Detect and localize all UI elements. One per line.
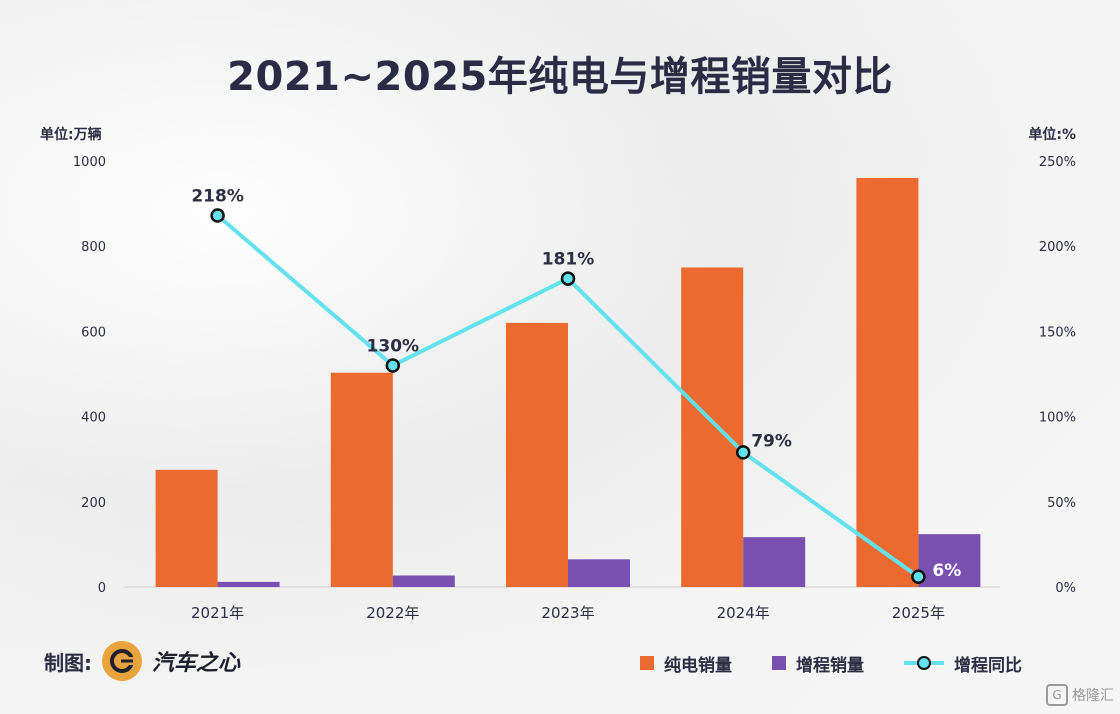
bar-bev	[330, 372, 393, 587]
right-tick-label: 0%	[1055, 581, 1076, 596]
right-axis-unit: 单位:%	[1028, 126, 1076, 143]
legend: 纯电销量 增程销量 增程同比	[640, 650, 1022, 676]
legend-label-bev: 纯电销量	[664, 655, 732, 676]
right-tick-label: 250%	[1039, 155, 1076, 170]
made-by-label: 制图:	[44, 650, 92, 675]
yoy-data-label: 218%	[191, 187, 244, 207]
yoy-data-label: 130%	[367, 336, 420, 356]
legend-swatch-bev	[640, 656, 654, 670]
bar-erev	[217, 581, 280, 587]
x-axis: 2021年 2022年 2023年 2024年 2025年	[191, 604, 945, 622]
legend-line-yoy	[904, 655, 944, 671]
bar-erev	[743, 537, 806, 587]
bar-bev	[506, 322, 568, 587]
yoy-data-label: 6%	[932, 561, 961, 581]
yoy-point	[560, 271, 576, 286]
x-tick-label: 2023年	[541, 604, 594, 622]
bar-bev	[681, 267, 744, 587]
yoy-data-label: 79%	[751, 431, 792, 451]
yoy-data-label: 181%	[542, 250, 595, 270]
left-tick-label: 800	[81, 240, 106, 255]
left-tick-label: 1000	[73, 155, 106, 170]
brand-name: 汽车之心	[152, 651, 241, 676]
right-tick-label: 50%	[1047, 496, 1076, 511]
legend-item-erev: 增程销量	[772, 651, 864, 676]
left-tick-label: 400	[81, 411, 106, 426]
legend-item-bev: 纯电销量	[640, 651, 732, 676]
footer-credit: 制图: 汽车之心	[44, 640, 240, 682]
bar-bev	[856, 178, 919, 588]
legend-item-yoy: 增程同比	[904, 651, 1022, 676]
right-tick-label: 200%	[1039, 240, 1076, 255]
yoy-line-group: 218% 130% 181% 79% 6%	[191, 187, 961, 585]
watermark-text: 格隆汇	[1072, 688, 1114, 704]
left-tick-label: 0	[98, 581, 106, 596]
chart-title: 2021~2025年纯电与增程销量对比	[227, 54, 893, 100]
x-tick-label: 2025年	[892, 604, 945, 622]
left-axis-unit: 单位:万辆	[40, 126, 102, 143]
left-tick-label: 200	[81, 496, 106, 511]
right-axis: 0% 50% 100% 150% 200% 250%	[1039, 155, 1076, 596]
bar-erev	[568, 559, 630, 587]
bar-erev	[918, 534, 981, 587]
yoy-point	[911, 569, 926, 585]
right-tick-label: 150%	[1039, 325, 1076, 340]
yoy-point	[735, 445, 751, 460]
x-tick-label: 2022年	[366, 604, 419, 622]
watermark: G 格隆汇	[1046, 684, 1114, 706]
watermark-g-icon: G	[1046, 684, 1068, 706]
yoy-point	[385, 358, 401, 373]
right-tick-label: 100%	[1039, 411, 1076, 426]
brand-logo-icon	[102, 641, 142, 681]
legend-swatch-erev	[772, 656, 786, 670]
bar-erev	[392, 575, 455, 587]
x-tick-label: 2024年	[717, 604, 770, 622]
legend-label-erev: 增程销量	[796, 655, 864, 676]
bar-bev	[155, 469, 218, 587]
legend-label-yoy: 增程同比	[954, 655, 1022, 676]
x-tick-label: 2021年	[191, 604, 244, 622]
left-axis: 0 200 400 600 800 1000	[73, 155, 106, 596]
bars-group	[155, 178, 981, 588]
left-tick-label: 600	[81, 325, 106, 340]
yoy-point	[210, 208, 225, 223]
